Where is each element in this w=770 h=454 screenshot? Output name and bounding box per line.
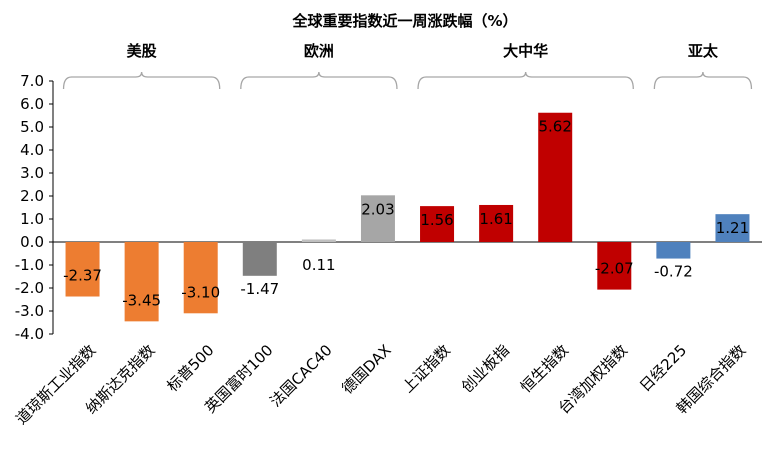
- data-label: 0.11: [302, 256, 335, 274]
- y-tick-label: 4.0: [20, 141, 44, 159]
- data-label: -2.07: [595, 260, 634, 278]
- y-tick-label: -1.0: [15, 256, 44, 274]
- data-label: -0.72: [654, 263, 693, 281]
- data-label: 5.62: [539, 118, 572, 136]
- category-label: 德国DAX: [338, 341, 394, 397]
- data-label: -3.45: [122, 291, 161, 309]
- y-tick-label: -3.0: [15, 302, 44, 320]
- category-label: 道琼斯工业指数: [12, 341, 99, 428]
- data-label: -2.37: [63, 267, 102, 285]
- bar: [538, 112, 573, 243]
- bar: [301, 239, 336, 242]
- bar: [715, 214, 750, 242]
- y-tick-label: 2.0: [20, 187, 44, 205]
- chart-title: 全球重要指数近一周涨跌幅（%）: [291, 12, 517, 30]
- group-label: 美股: [127, 42, 158, 60]
- group-brackets: 美股 欧洲 大中华 亚太: [62, 42, 753, 90]
- bar: [360, 195, 395, 242]
- y-tick-label: 1.0: [20, 210, 44, 228]
- category-label: 法国CAC40: [266, 341, 335, 410]
- axis-layer: 7.0 6.0 5.0 4.0 3.0 2.0 1.0 0.0 -1.0 -2.0 -3.0 -4.0: [15, 72, 762, 343]
- group-bracket: [240, 71, 398, 90]
- data-label: -1.47: [240, 280, 279, 298]
- group-label: 大中华: [503, 42, 548, 60]
- category-label: 上证指数: [399, 341, 454, 396]
- bar: [479, 204, 514, 242]
- data-label: -3.10: [181, 283, 220, 301]
- data-labels: -2.37 -3.45 -3.10 -1.47 0.11 2.03 1.56 1.61 5.62…: [63, 118, 749, 310]
- bar: [65, 242, 100, 297]
- category-label: 创业板指: [458, 341, 513, 396]
- y-tick-label: 5.0: [20, 118, 44, 136]
- bar: [124, 242, 159, 322]
- group-label: 欧洲: [304, 42, 334, 60]
- group-bracket: [653, 71, 753, 90]
- y-tick-label: 0.0: [20, 233, 44, 251]
- group-bracket: [417, 71, 634, 90]
- category-label: 日经225: [636, 341, 690, 395]
- bar: [183, 242, 218, 314]
- bar: [420, 206, 455, 242]
- group-bracket: [62, 71, 221, 90]
- y-tick-label: 6.0: [20, 95, 44, 113]
- y-tick-label: 3.0: [20, 164, 44, 182]
- data-label: 1.61: [479, 210, 512, 228]
- data-label: 1.21: [716, 219, 749, 237]
- category-label: 标普500: [163, 341, 217, 395]
- data-label: 1.56: [420, 211, 453, 229]
- data-label: 2.03: [361, 200, 394, 218]
- bar: [597, 242, 632, 290]
- y-tick-label: -4.0: [15, 325, 44, 343]
- bar: [656, 242, 691, 259]
- group-label: 亚太: [688, 42, 719, 60]
- bars: [65, 112, 750, 322]
- category-label: 恒生指数: [517, 341, 572, 396]
- bar: [242, 242, 277, 276]
- y-tick-label: 7.0: [20, 72, 44, 90]
- y-tick-label: -2.0: [15, 279, 44, 297]
